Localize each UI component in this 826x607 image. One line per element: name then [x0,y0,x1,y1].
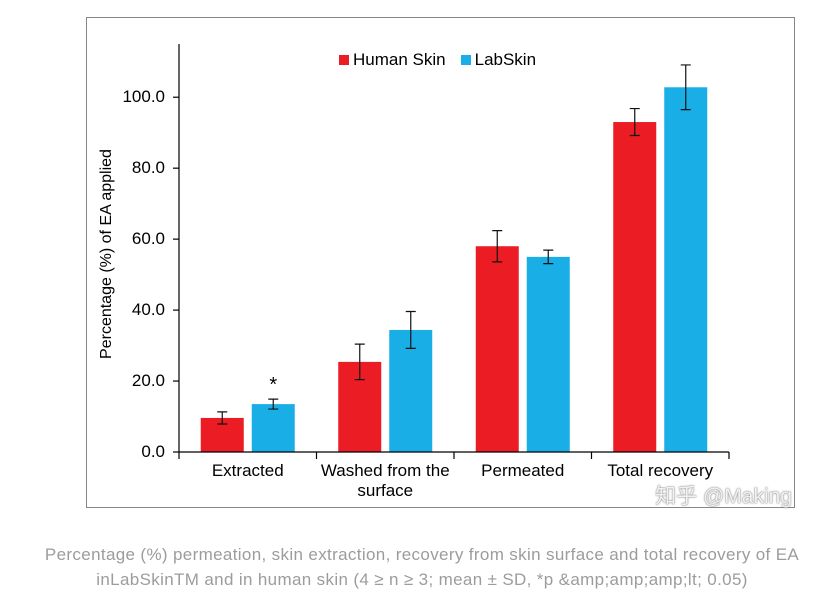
chart-text-layer: Percentage (%) of EA applied Human Skin L… [98,50,714,500]
legend-swatch-labskin [460,55,471,65]
y-tick-label: 60.0 [131,229,165,249]
bar-labskin-washed-from-the-surface [389,329,433,452]
bars-layer [200,87,708,453]
x-category-label-permeated: Permeated [481,461,565,480]
error-bar-labskin-washed-from-the-surface [405,310,416,349]
x-category-label-washed-from-the-surface: Washed from the surface [320,461,450,500]
error-bar-labskin-extracted [268,398,279,410]
bar-chart [173,44,730,459]
significance-asterisk: * [269,374,278,397]
x-category-label-extracted: Extracted [211,461,284,480]
error-bar-human-skin-total-recovery [629,107,640,137]
legend: Human Skin LabSkin [339,50,551,70]
error-bars-layer [217,64,691,425]
y-tick-label: 40.0 [131,300,165,320]
bar-labskin-total-recovery [664,87,708,452]
bar-labskin-permeated [526,256,570,452]
x-category-label-total-recovery: Total recovery [607,461,714,480]
error-bar-human-skin-washed-from-the-surface [354,343,365,381]
axes-layer [173,44,730,459]
y-tick-label: 0.0 [141,442,165,461]
error-bar-labskin-total-recovery [680,64,691,111]
bar-labskin-extracted [251,404,295,452]
legend-label-human-skin: Human Skin [353,50,446,69]
y-tick-label: 100.0 [122,87,165,107]
figure-caption-line-2: inLabSkinTM and in human skin (4 ≥ n ≥ 3… [96,570,748,589]
error-bar-human-skin-extracted [217,411,228,425]
legend-item-human-skin: Human Skin [339,50,446,70]
legend-swatch-human-skin [339,55,349,65]
error-bar-labskin-permeated [543,249,554,265]
y-tick-label: 20.0 [131,371,165,391]
y-tick-label: 80.0 [131,158,165,178]
legend-item-labskin: LabSkin [460,50,537,70]
bar-human-skin-total-recovery [613,122,657,453]
legend-label-labskin: LabSkin [474,50,537,69]
bar-human-skin-permeated [475,246,519,452]
error-bar-human-skin-permeated [492,230,503,263]
watermark: 知乎 @Making [655,485,792,508]
y-axis-label: Percentage (%) of EA applied [98,149,115,359]
figure-caption-line-1: Percentage (%) permeation, skin extracti… [44,545,800,564]
